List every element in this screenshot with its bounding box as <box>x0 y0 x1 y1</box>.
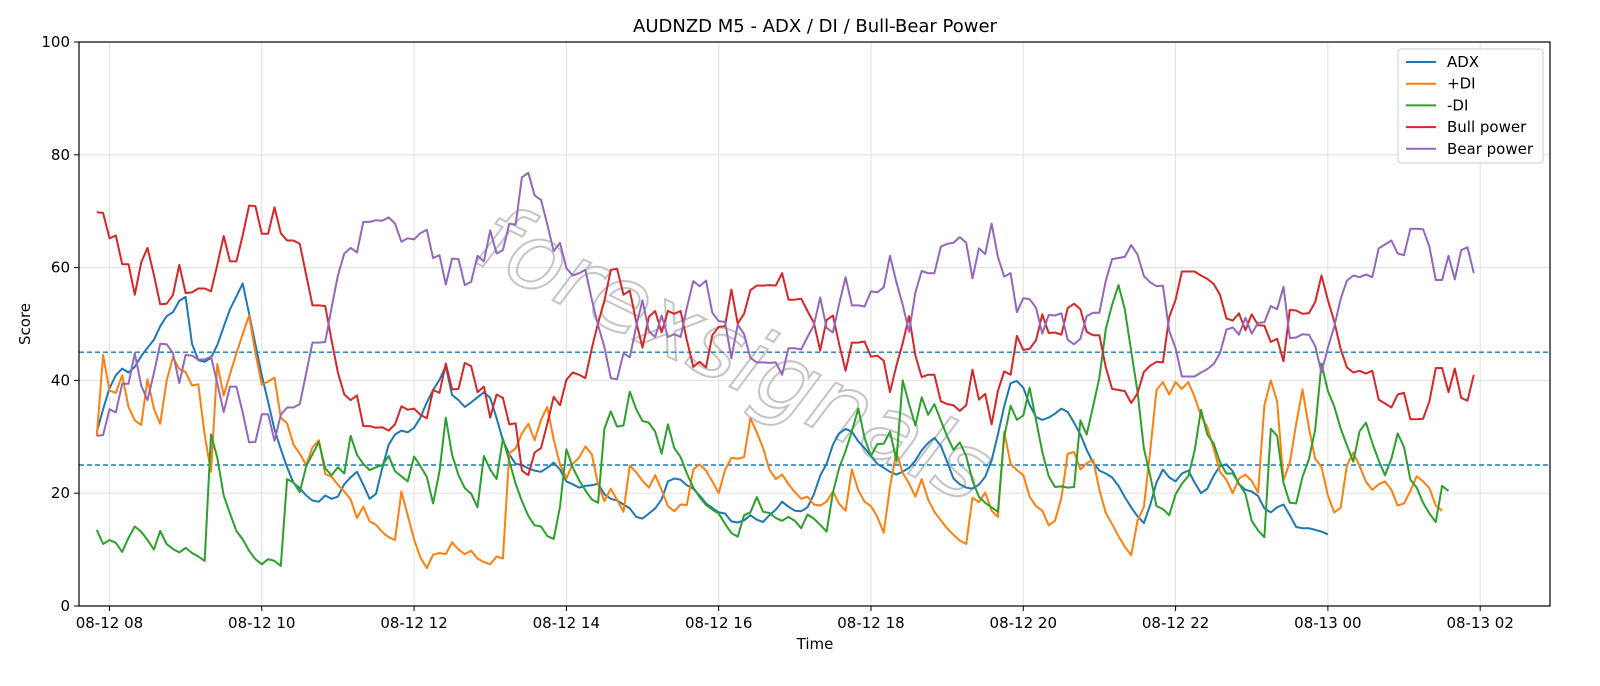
legend: ADX +DI -DI Bull power Bear power <box>1397 48 1544 164</box>
y-axis: 0 20 40 60 80 100 <box>41 33 79 615</box>
series-lines <box>95 171 1475 570</box>
x-tick-label: 08-12 08 <box>76 614 143 632</box>
x-tick-label: 08-13 02 <box>1446 614 1513 632</box>
series-line-bull-power <box>96 204 1475 477</box>
x-tick-label: 08-12 14 <box>533 614 600 632</box>
series-line-minus-di <box>95 284 1450 567</box>
plot-frame <box>78 41 1551 607</box>
series-line-adx <box>95 282 1329 536</box>
reference-lines <box>79 351 1550 466</box>
x-tick-label: 08-12 22 <box>1142 614 1209 632</box>
y-tick-label: 80 <box>51 146 70 164</box>
legend-label: ADX <box>1447 53 1479 71</box>
x-axis: 08-12 08 08-12 10 08-12 12 08-12 14 08-12 16… <box>76 606 1514 632</box>
x-tick-label: 08-12 18 <box>837 614 904 632</box>
series-line-bear-power <box>96 171 1475 444</box>
x-tick-label: 08-12 20 <box>990 614 1057 632</box>
y-axis-label: Score <box>16 303 34 345</box>
y-tick-label: 40 <box>51 371 70 389</box>
x-tick-label: 08-12 10 <box>228 614 295 632</box>
legend-box <box>1397 48 1544 164</box>
y-tick-label: 0 <box>60 597 70 615</box>
x-tick-label: 08-13 00 <box>1294 614 1361 632</box>
legend-label: +DI <box>1447 75 1476 93</box>
chart-title: AUDNZD M5 - ADX / DI / Bull-Bear Power <box>633 16 998 37</box>
y-tick-label: 60 <box>51 259 70 277</box>
x-axis-label: Time <box>796 635 834 653</box>
y-tick-label: 20 <box>51 484 70 502</box>
legend-label: Bull power <box>1447 118 1527 136</box>
legend-label: -DI <box>1447 96 1468 114</box>
y-tick-label: 100 <box>41 33 70 51</box>
legend-label: Bear power <box>1447 140 1534 158</box>
x-tick-label: 08-12 16 <box>685 614 752 632</box>
x-tick-label: 08-12 12 <box>380 614 447 632</box>
